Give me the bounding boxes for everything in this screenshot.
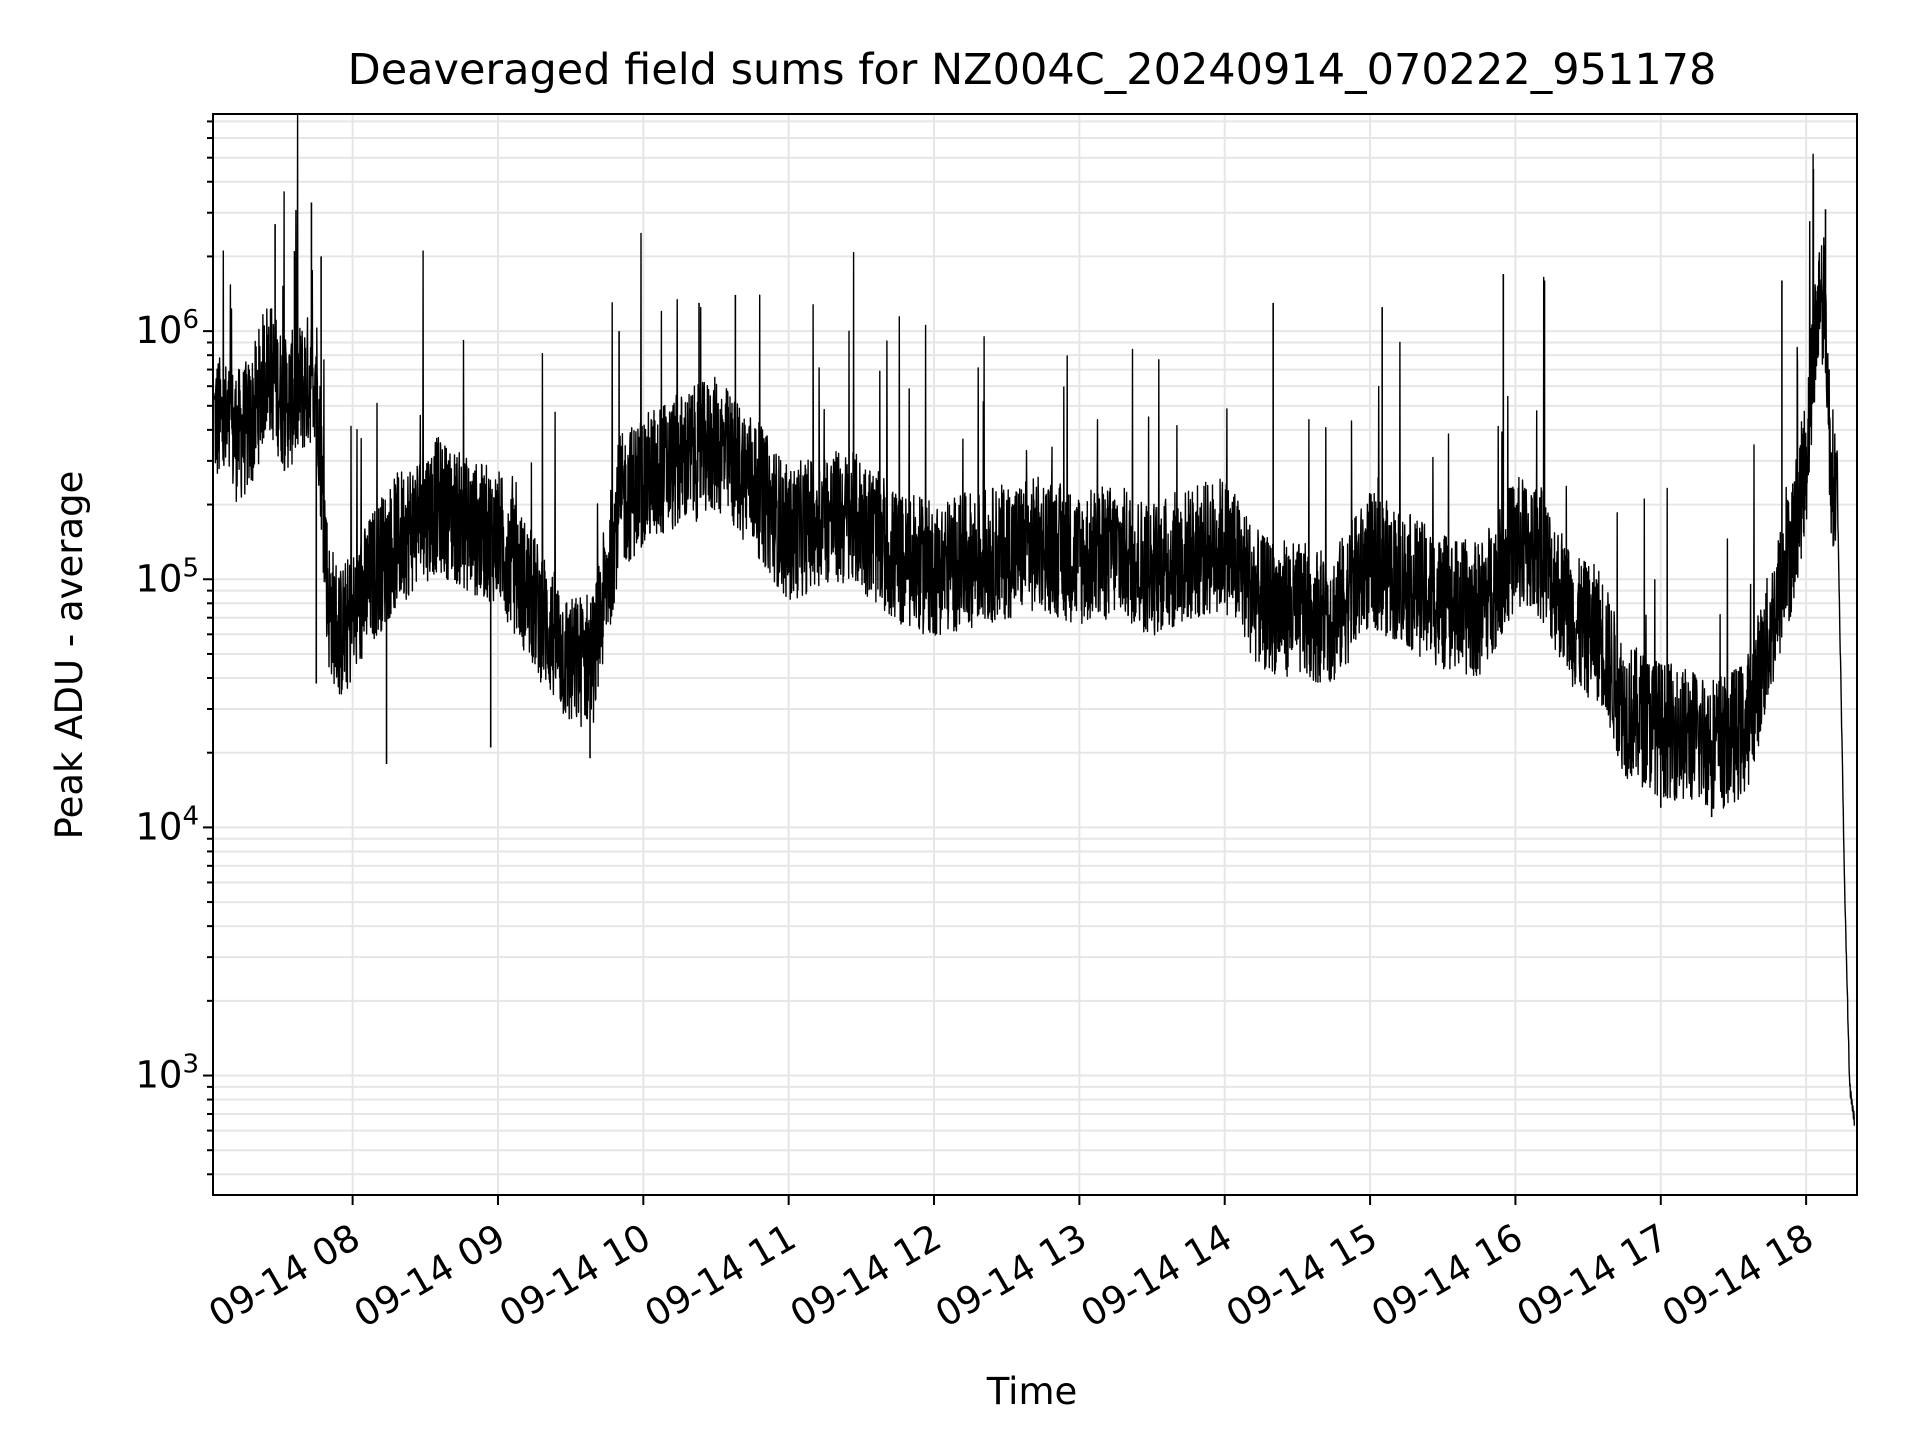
y-tick-label: 103 [135,1050,199,1097]
series-line [213,114,1855,1126]
series-group [213,114,1855,1126]
y-axis: 103 104 105 106 [135,120,213,1176]
y-tick-label: 106 [135,305,199,352]
y-tick-label: 104 [135,801,199,848]
y-axis-label: Peak ADU - average [48,471,91,840]
chart-title: Deaveraged field sums for NZ004C_2024091… [348,45,1717,95]
y-tick-label: 105 [135,553,199,600]
x-axis-label: Time [986,1370,1078,1413]
